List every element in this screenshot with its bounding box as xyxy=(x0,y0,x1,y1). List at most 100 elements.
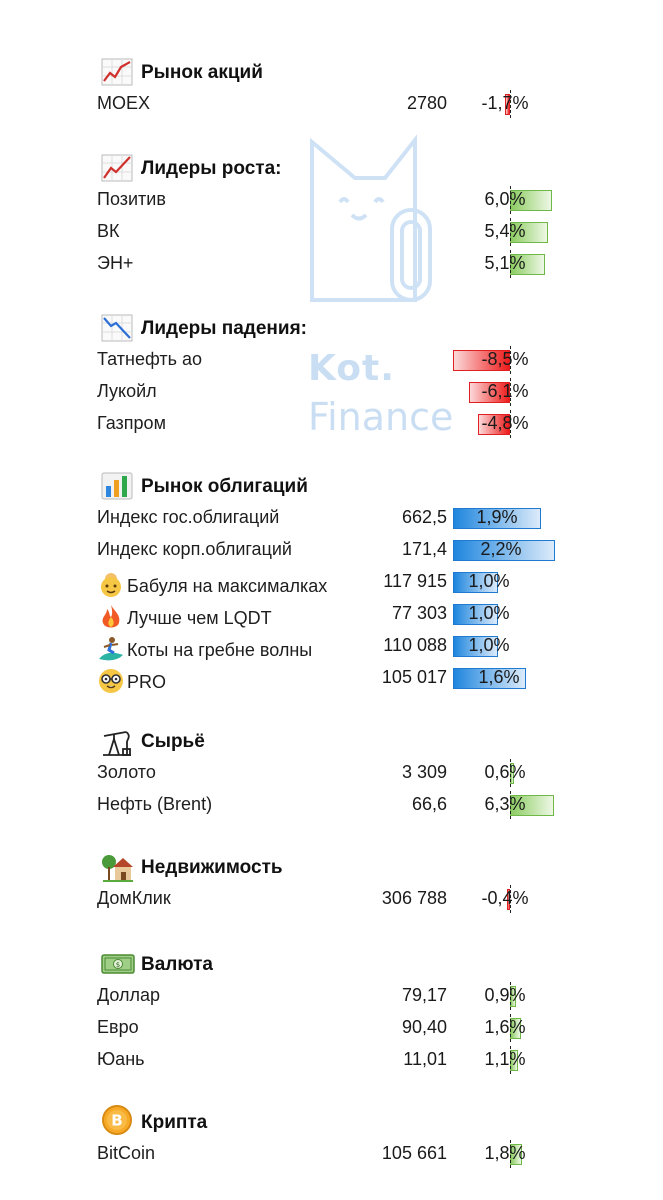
change-bar xyxy=(469,382,510,403)
row-value: 306 788 xyxy=(381,888,447,908)
table-row: Индекс гос.облигаций 662,5 1,9% xyxy=(97,502,567,534)
zero-axis xyxy=(510,218,511,246)
change-bar xyxy=(507,889,510,910)
table-row: ЭН+ 5,1% xyxy=(97,248,567,280)
zero-axis xyxy=(510,90,511,118)
row-pct: -4,8% xyxy=(481,413,529,433)
table-row: Бабуля на максималках 117 915 1,0% xyxy=(97,566,567,598)
row-pct: -8,5% xyxy=(481,349,529,369)
row-pct: 5,1% xyxy=(484,253,526,273)
oil-pump-icon xyxy=(101,727,135,757)
row-name: Доллар xyxy=(97,985,161,1005)
table-row: Нефть (Brent) 66,6 6,3% xyxy=(97,789,567,821)
section-title: Недвижимость xyxy=(141,857,283,878)
row-pct: 1,1% xyxy=(484,1049,526,1069)
row-value: 77 303 xyxy=(391,603,447,623)
row-name-text: Лучше чем LQDT xyxy=(127,608,272,628)
row-pct: 6,0% xyxy=(484,189,526,209)
row-name: ДомКлик xyxy=(97,888,171,908)
section-gainers: Лидеры роста: Позитив 6,0% ВК 5,4% ЭН+ xyxy=(97,154,567,280)
table-row: Доллар 79,17 0,9% xyxy=(97,980,567,1012)
row-pct: 1,9% xyxy=(476,507,518,527)
zero-axis xyxy=(510,759,511,787)
change-bar-cell: 1,1% xyxy=(453,1044,557,1076)
section-title: Лидеры падения: xyxy=(141,318,307,339)
zero-axis xyxy=(510,378,511,406)
zero-axis xyxy=(510,982,511,1010)
change-bar-cell: 1,8% xyxy=(453,1138,557,1170)
change-bar-cell: 5,4% xyxy=(453,216,557,248)
fire-emoji-icon xyxy=(97,603,127,631)
row-pct: 1,0% xyxy=(468,603,510,623)
table-row: Юань 11,01 1,1% xyxy=(97,1044,567,1076)
svg-text:B: B xyxy=(111,1112,122,1130)
zero-axis xyxy=(510,346,511,374)
row-name: PRO xyxy=(97,667,166,695)
zero-axis xyxy=(510,410,511,438)
row-pct: -1,7% xyxy=(481,93,529,113)
section-title: Сырьё xyxy=(141,731,205,752)
row-value: 662,5 xyxy=(401,507,447,527)
change-bar-cell: 6,3% xyxy=(453,789,557,821)
change-bar-cell: 1,0% xyxy=(453,630,557,662)
section-crypto: B Крипта BitCoin 105 661 1,8% xyxy=(97,1105,567,1170)
change-bar-cell: -1,7% xyxy=(453,88,557,120)
nerd-face-emoji-icon xyxy=(97,667,127,695)
row-value: 2780 xyxy=(406,93,447,113)
table-row: MOEX 2780 -1,7% xyxy=(97,88,567,120)
row-pct: 5,4% xyxy=(484,221,526,241)
section-currency: $ Валюта Доллар 79,17 0,9% Евро 90,40 1,… xyxy=(97,950,567,1076)
row-name: Юань xyxy=(97,1049,145,1069)
section-title: Рынок облигаций xyxy=(141,476,308,497)
row-name-text: PRO xyxy=(127,672,167,692)
zero-axis xyxy=(510,1014,511,1042)
row-pct: 0,6% xyxy=(484,762,526,782)
table-row: Индекс корп.облигаций 171,4 2,2% xyxy=(97,534,567,566)
table-row: Евро 90,40 1,6% xyxy=(97,1012,567,1044)
section-realty: Недвижимость ДомКлик 306 788 -0,4% xyxy=(97,853,567,915)
row-name: BitCoin xyxy=(97,1143,156,1163)
row-value: 105 017 xyxy=(381,667,447,687)
table-row: PRO 105 017 1,6% xyxy=(97,662,567,694)
change-bar-cell: 0,9% xyxy=(453,980,557,1012)
section-stocks: Рынок акций MOEX 2780 -1,7% xyxy=(97,58,567,120)
row-value: 3 309 xyxy=(401,762,447,782)
row-name: Евро xyxy=(97,1017,139,1037)
row-name: ВК xyxy=(97,221,120,241)
table-row: Лукойл -6,1% xyxy=(97,376,567,408)
zero-axis xyxy=(510,1046,511,1074)
house-garden-icon xyxy=(101,853,135,883)
row-pct: 1,0% xyxy=(468,635,510,655)
table-row: BitCoin 105 661 1,8% xyxy=(97,1138,567,1170)
table-row: Газпром -4,8% xyxy=(97,408,567,440)
change-bar xyxy=(478,414,510,435)
row-value: 11,01 xyxy=(403,1049,447,1069)
section-title: Рынок акций xyxy=(141,62,263,83)
row-name: Татнефть ао xyxy=(97,349,203,369)
row-value: 90,40 xyxy=(401,1017,447,1037)
change-bar xyxy=(453,540,555,561)
section-bonds: Рынок облигаций Индекс гос.облигаций 662… xyxy=(97,472,567,694)
zero-axis xyxy=(510,1140,511,1168)
section-title: Крипта xyxy=(141,1112,208,1133)
bar-chart-icon xyxy=(101,472,135,502)
table-row: Золото 3 309 0,6% xyxy=(97,757,567,789)
change-bar xyxy=(453,636,498,657)
row-name: ЭН+ xyxy=(97,253,134,273)
row-name: Коты на гребне волны xyxy=(97,635,312,663)
chart-decreasing-icon xyxy=(101,314,135,344)
row-value: 110 088 xyxy=(383,635,447,655)
section-losers: Лидеры падения: Татнефть ао -8,5% Лукойл… xyxy=(97,314,567,440)
row-pct: -6,1% xyxy=(481,381,529,401)
change-bar xyxy=(453,604,498,625)
table-row: Позитив 6,0% xyxy=(97,184,567,216)
row-name: Лучше чем LQDT xyxy=(97,603,272,631)
change-bar-cell: -4,8% xyxy=(453,408,557,440)
row-name: Индекс корп.облигаций xyxy=(97,539,292,559)
row-pct: -0,4% xyxy=(481,888,529,908)
row-name: Лукойл xyxy=(97,381,157,401)
change-bar xyxy=(505,94,510,115)
section-title: Валюта xyxy=(141,954,213,975)
change-bar xyxy=(453,668,526,689)
chart-increasing-icon xyxy=(101,154,135,184)
